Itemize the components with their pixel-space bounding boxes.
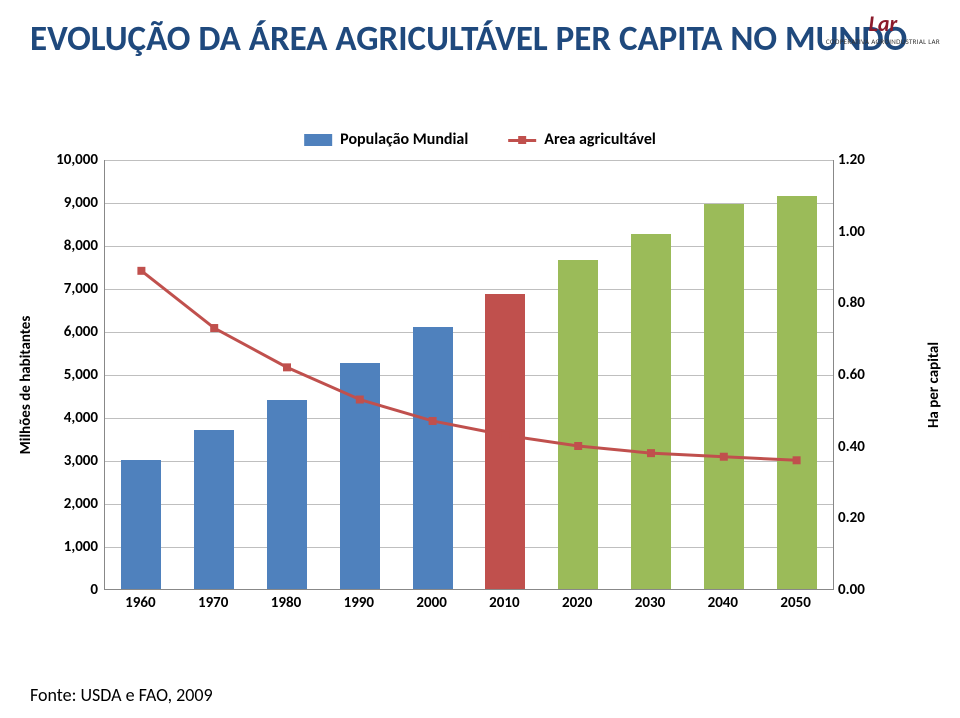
y-left-tick: 9,000 <box>64 194 98 212</box>
y-left-tick: 8,000 <box>64 237 98 255</box>
y-right-tick: 0.00 <box>838 581 865 599</box>
x-tick-label: 2030 <box>635 594 665 612</box>
y-left-tick: 10,000 <box>56 151 98 169</box>
y-left-tick: 4,000 <box>64 409 98 427</box>
legend-item-area: Area agricultável <box>508 130 656 149</box>
legend-swatch-bar <box>304 134 332 146</box>
y-right-tick: 0.20 <box>838 509 865 527</box>
chart-container: População Mundial Area agricultável Milh… <box>40 130 920 640</box>
x-tick-label: 1980 <box>271 594 301 612</box>
y-right-tick: 1.20 <box>838 151 865 169</box>
source-citation: Fonte: USDA e FAO, 2009 <box>30 684 213 706</box>
logo-tagline: COOPERATIVA AGROINDUSTRIAL LAR <box>826 37 940 46</box>
line-marker <box>793 456 801 464</box>
y-axis-right: 0.000.200.400.600.801.001.20 <box>834 160 874 590</box>
y-left-tick: 7,000 <box>64 280 98 298</box>
line-marker <box>647 449 655 457</box>
y-right-tick: 1.00 <box>838 223 865 241</box>
legend-swatch-line <box>508 134 536 146</box>
x-axis-labels: 1960 1970 1980 1990 2000 2010 2020 2030 2040 2050 <box>104 594 834 616</box>
x-tick-label: 2050 <box>780 594 810 612</box>
line-marker <box>137 267 145 275</box>
line-marker <box>720 453 728 461</box>
line-marker <box>210 324 218 332</box>
y-axis-left-label: Milhões de habitantes <box>17 316 35 455</box>
y-left-tick: 2,000 <box>64 495 98 513</box>
plot-area <box>104 160 834 590</box>
legend-item-population: População Mundial <box>304 130 468 149</box>
page-title: EVOLUÇÃO DA ÁREA AGRICULTÁVEL PER CAPITA… <box>30 20 930 59</box>
legend-label: Area agricultável <box>544 130 656 149</box>
chart-legend: População Mundial Area agricultável <box>304 130 656 149</box>
brand-logo: Lar COOPERATIVA AGROINDUSTRIAL LAR <box>826 10 940 46</box>
x-tick-label: 2020 <box>562 594 592 612</box>
y-left-tick: 6,000 <box>64 323 98 341</box>
line-marker <box>501 431 509 439</box>
logo-text: Lar <box>826 10 940 37</box>
y-left-tick: 1,000 <box>64 538 98 556</box>
y-right-tick: 0.60 <box>838 366 865 384</box>
y-right-tick: 0.80 <box>838 294 865 312</box>
y-left-tick: 3,000 <box>64 452 98 470</box>
x-tick-label: 1970 <box>198 594 228 612</box>
y-axis-right-label: Ha per capital <box>925 342 943 428</box>
y-left-tick: 5,000 <box>64 366 98 384</box>
x-tick-label: 2010 <box>489 594 519 612</box>
line-marker <box>356 396 364 404</box>
y-axis-left: 01,0002,0003,0004,0005,0006,0007,0008,00… <box>40 160 102 590</box>
line-marker <box>574 442 582 450</box>
line-marker <box>283 363 291 371</box>
x-tick-label: 1990 <box>344 594 374 612</box>
legend-label: População Mundial <box>340 130 468 149</box>
x-tick-label: 2040 <box>708 594 738 612</box>
y-left-tick: 0 <box>90 581 98 599</box>
line-layer <box>105 160 833 589</box>
trend-line <box>141 271 796 460</box>
y-right-tick: 0.40 <box>838 438 865 456</box>
line-marker <box>429 417 437 425</box>
x-tick-label: 2000 <box>416 594 446 612</box>
x-tick-label: 1960 <box>125 594 155 612</box>
